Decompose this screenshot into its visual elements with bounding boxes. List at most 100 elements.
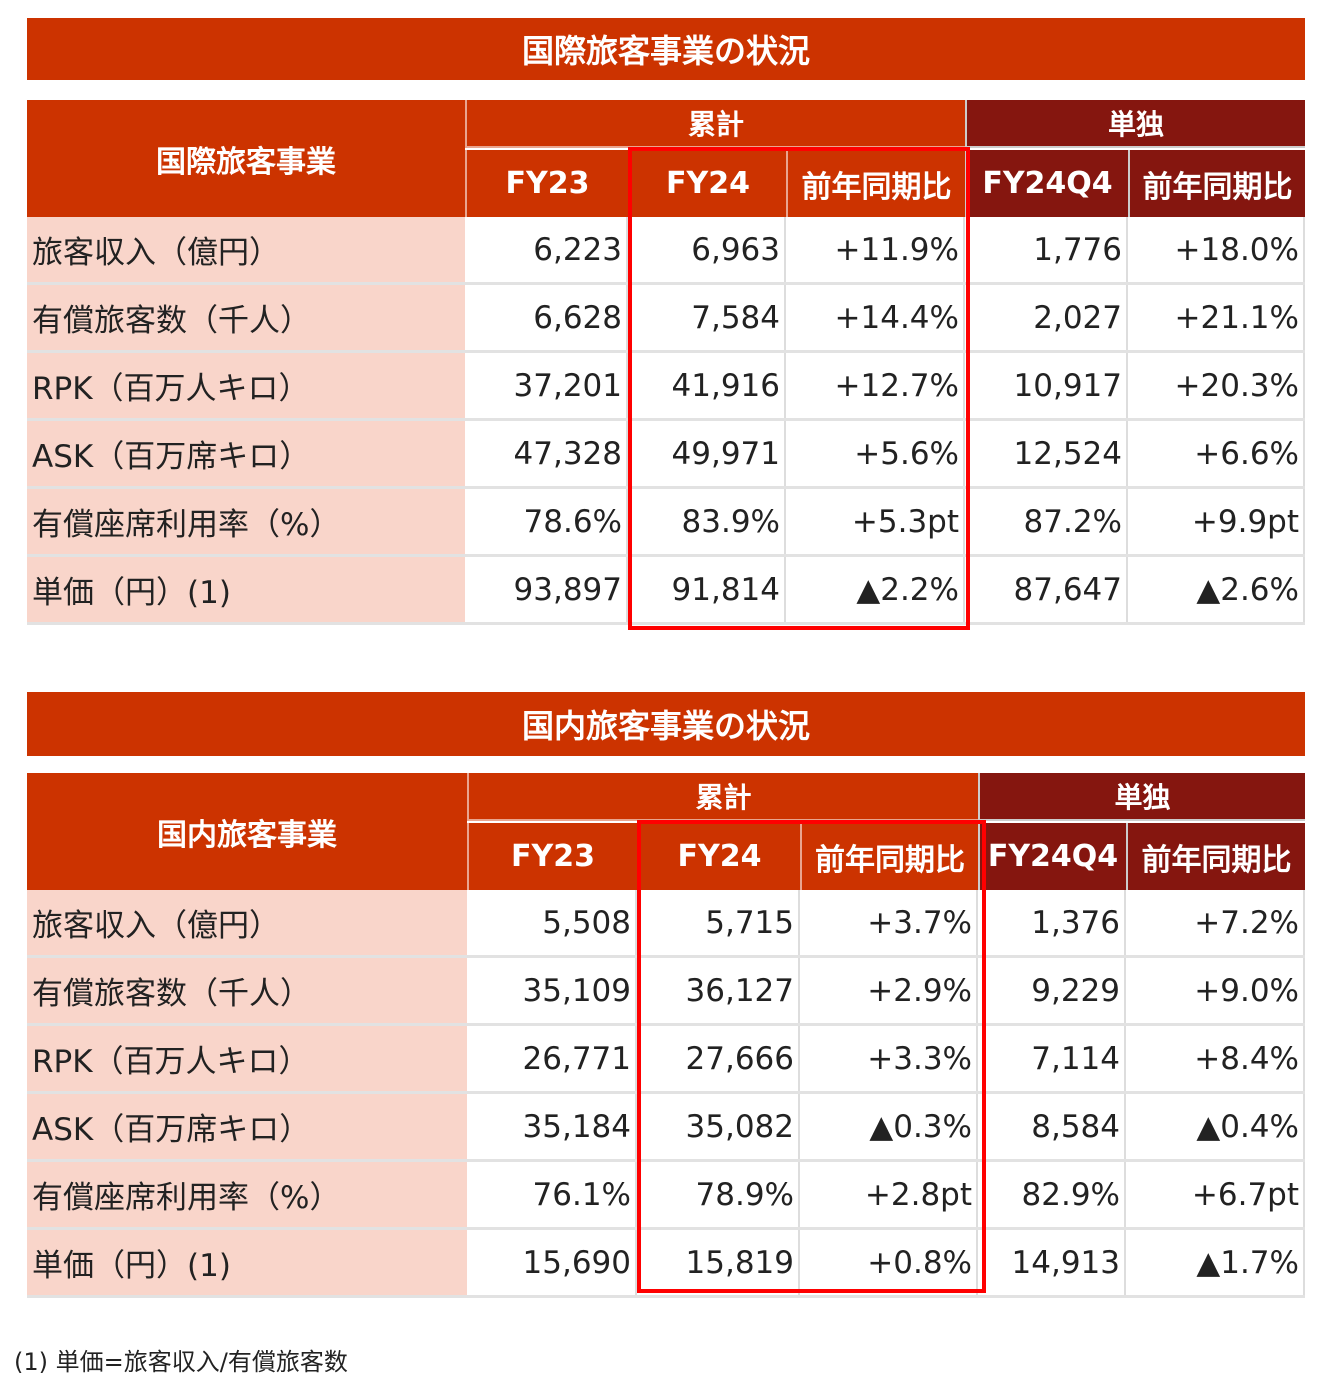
data-cell: +2.9% — [800, 958, 978, 1023]
data-cell: +6.7pt — [1126, 1162, 1305, 1227]
table-row: 旅客収入（億円） 5,508 5,715 +3.7% 1,376 +7.2% — [27, 890, 1305, 958]
data-cell: 6,628 — [465, 285, 628, 350]
data-cell: 93,897 — [465, 557, 628, 622]
data-cell: 49,971 — [628, 421, 786, 486]
data-cell: 7,114 — [978, 1026, 1126, 1091]
table-row: 単価（円）(1) 93,897 91,814 ▲2.2% 87,647 ▲2.6% — [27, 557, 1305, 625]
data-cell: +0.8% — [800, 1230, 978, 1295]
row-label: 旅客収入（億円） — [27, 217, 465, 282]
data-cell: 87.2% — [965, 489, 1128, 554]
data-cell: 15,819 — [637, 1230, 800, 1295]
data-cell: 87,647 — [965, 557, 1128, 622]
data-cell: 6,963 — [628, 217, 786, 282]
column-header: 前年同期比 — [786, 150, 965, 217]
data-cell: 9,229 — [978, 958, 1126, 1023]
row-label: 有償座席利用率（%） — [27, 489, 465, 554]
group-header-cumulative: 累計 — [467, 773, 978, 821]
section-title: 国内旅客事業の状況 — [27, 692, 1305, 756]
table-row: RPK（百万人キロ） 26,771 27,666 +3.3% 7,114 +8.4% — [27, 1026, 1305, 1094]
data-cell: 7,584 — [628, 285, 786, 350]
data-cell: +21.1% — [1128, 285, 1305, 350]
row-label: 単価（円）(1) — [27, 557, 465, 622]
row-label: 単価（円）(1) — [27, 1230, 467, 1295]
data-cell: +5.6% — [786, 421, 965, 486]
row-label: 有償座席利用率（%） — [27, 1162, 467, 1227]
data-cell: 35,082 — [637, 1094, 800, 1159]
data-cell: 5,508 — [467, 890, 637, 955]
data-cell: 82.9% — [978, 1162, 1126, 1227]
data-cell: +5.3pt — [786, 489, 965, 554]
column-header: FY23 — [467, 823, 637, 890]
data-cell: +20.3% — [1128, 353, 1305, 418]
column-header: 前年同期比 — [1128, 150, 1305, 217]
data-cell: +6.6% — [1128, 421, 1305, 486]
row-label: 有償旅客数（千人） — [27, 285, 465, 350]
table-row: ASK（百万席キロ） 47,328 49,971 +5.6% 12,524 +6.6% — [27, 421, 1305, 489]
column-header: 前年同期比 — [800, 823, 978, 890]
data-cell: 10,917 — [965, 353, 1128, 418]
data-cell: 26,771 — [467, 1026, 637, 1091]
data-cell: +11.9% — [786, 217, 965, 282]
data-cell: +3.7% — [800, 890, 978, 955]
data-cell: 37,201 — [465, 353, 628, 418]
data-cell: ▲2.2% — [786, 557, 965, 622]
table-row: 有償座席利用率（%） 78.6% 83.9% +5.3pt 87.2% +9.9pt — [27, 489, 1305, 557]
data-cell: 2,027 — [965, 285, 1128, 350]
table-corner-header: 国内旅客事業 — [27, 773, 467, 890]
data-cell: 47,328 — [465, 421, 628, 486]
table-row: 旅客収入（億円） 6,223 6,963 +11.9% 1,776 +18.0% — [27, 217, 1305, 285]
data-cell: ▲0.3% — [800, 1094, 978, 1159]
data-cell: 27,666 — [637, 1026, 800, 1091]
column-header: FY24 — [637, 823, 800, 890]
data-cell: +3.3% — [800, 1026, 978, 1091]
data-cell: 91,814 — [628, 557, 786, 622]
data-cell: 35,184 — [467, 1094, 637, 1159]
data-cell: ▲2.6% — [1128, 557, 1305, 622]
row-label: ASK（百万席キロ） — [27, 1094, 467, 1159]
group-header-single: 単独 — [965, 100, 1305, 148]
column-header: FY24 — [628, 150, 786, 217]
table-row: ASK（百万席キロ） 35,184 35,082 ▲0.3% 8,584 ▲0.4% — [27, 1094, 1305, 1162]
data-cell: +9.9pt — [1128, 489, 1305, 554]
data-cell: ▲0.4% — [1126, 1094, 1305, 1159]
data-cell: +12.7% — [786, 353, 965, 418]
data-cell: ▲1.7% — [1126, 1230, 1305, 1295]
data-cell: +2.8pt — [800, 1162, 978, 1227]
data-cell: 12,524 — [965, 421, 1128, 486]
data-cell: +7.2% — [1126, 890, 1305, 955]
data-cell: 83.9% — [628, 489, 786, 554]
data-cell: 78.6% — [465, 489, 628, 554]
table-row: 有償座席利用率（%） 76.1% 78.9% +2.8pt 82.9% +6.7pt — [27, 1162, 1305, 1230]
row-label: 旅客収入（億円） — [27, 890, 467, 955]
row-label: RPK（百万人キロ） — [27, 1026, 467, 1091]
row-label: ASK（百万席キロ） — [27, 421, 465, 486]
row-label: 有償旅客数（千人） — [27, 958, 467, 1023]
column-header: FY24Q4 — [978, 823, 1126, 890]
section-title: 国際旅客事業の状況 — [27, 18, 1305, 80]
data-cell: +18.0% — [1128, 217, 1305, 282]
data-cell: 36,127 — [637, 958, 800, 1023]
group-header-single: 単独 — [978, 773, 1305, 821]
data-cell: 14,913 — [978, 1230, 1126, 1295]
table-row: 有償旅客数（千人） 35,109 36,127 +2.9% 9,229 +9.0% — [27, 958, 1305, 1026]
table-corner-header: 国際旅客事業 — [27, 100, 465, 217]
data-cell: 5,715 — [637, 890, 800, 955]
data-cell: 35,109 — [467, 958, 637, 1023]
data-cell: +14.4% — [786, 285, 965, 350]
column-header: FY24Q4 — [965, 150, 1128, 217]
data-cell: 41,916 — [628, 353, 786, 418]
data-cell: 1,376 — [978, 890, 1126, 955]
table-row: RPK（百万人キロ） 37,201 41,916 +12.7% 10,917 +20.3% — [27, 353, 1305, 421]
data-cell: 78.9% — [637, 1162, 800, 1227]
column-header: 前年同期比 — [1126, 823, 1305, 890]
data-cell: 8,584 — [978, 1094, 1126, 1159]
data-cell: 76.1% — [467, 1162, 637, 1227]
column-header: FY23 — [465, 150, 628, 217]
group-header-cumulative: 累計 — [465, 100, 965, 148]
row-label: RPK（百万人キロ） — [27, 353, 465, 418]
data-cell: +9.0% — [1126, 958, 1305, 1023]
table-row: 単価（円）(1) 15,690 15,819 +0.8% 14,913 ▲1.7% — [27, 1230, 1305, 1298]
data-cell: 1,776 — [965, 217, 1128, 282]
data-cell: 6,223 — [465, 217, 628, 282]
footnote: (1) 単価=旅客収入/有償旅客数 — [14, 1348, 348, 1376]
